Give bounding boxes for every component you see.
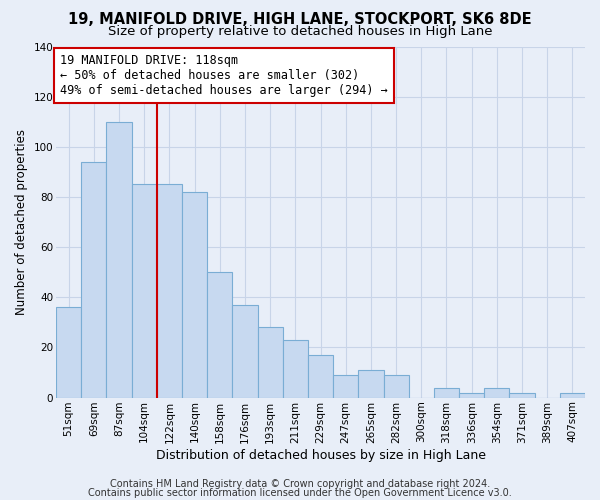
- Bar: [509, 392, 535, 398]
- Bar: [106, 122, 131, 398]
- Bar: [207, 272, 232, 398]
- Y-axis label: Number of detached properties: Number of detached properties: [15, 129, 28, 315]
- Bar: [459, 392, 484, 398]
- Text: 19 MANIFOLD DRIVE: 118sqm
← 50% of detached houses are smaller (302)
49% of semi: 19 MANIFOLD DRIVE: 118sqm ← 50% of detac…: [60, 54, 388, 97]
- Bar: [484, 388, 509, 398]
- Text: Size of property relative to detached houses in High Lane: Size of property relative to detached ho…: [108, 25, 492, 38]
- Text: Contains HM Land Registry data © Crown copyright and database right 2024.: Contains HM Land Registry data © Crown c…: [110, 479, 490, 489]
- Text: 19, MANIFOLD DRIVE, HIGH LANE, STOCKPORT, SK6 8DE: 19, MANIFOLD DRIVE, HIGH LANE, STOCKPORT…: [68, 12, 532, 28]
- Bar: [333, 375, 358, 398]
- Bar: [283, 340, 308, 398]
- Bar: [358, 370, 383, 398]
- Bar: [308, 355, 333, 398]
- X-axis label: Distribution of detached houses by size in High Lane: Distribution of detached houses by size …: [155, 450, 485, 462]
- Bar: [232, 305, 257, 398]
- Text: Contains public sector information licensed under the Open Government Licence v3: Contains public sector information licen…: [88, 488, 512, 498]
- Bar: [131, 184, 157, 398]
- Bar: [81, 162, 106, 398]
- Bar: [560, 392, 585, 398]
- Bar: [56, 308, 81, 398]
- Bar: [434, 388, 459, 398]
- Bar: [157, 184, 182, 398]
- Bar: [257, 328, 283, 398]
- Bar: [383, 375, 409, 398]
- Bar: [182, 192, 207, 398]
